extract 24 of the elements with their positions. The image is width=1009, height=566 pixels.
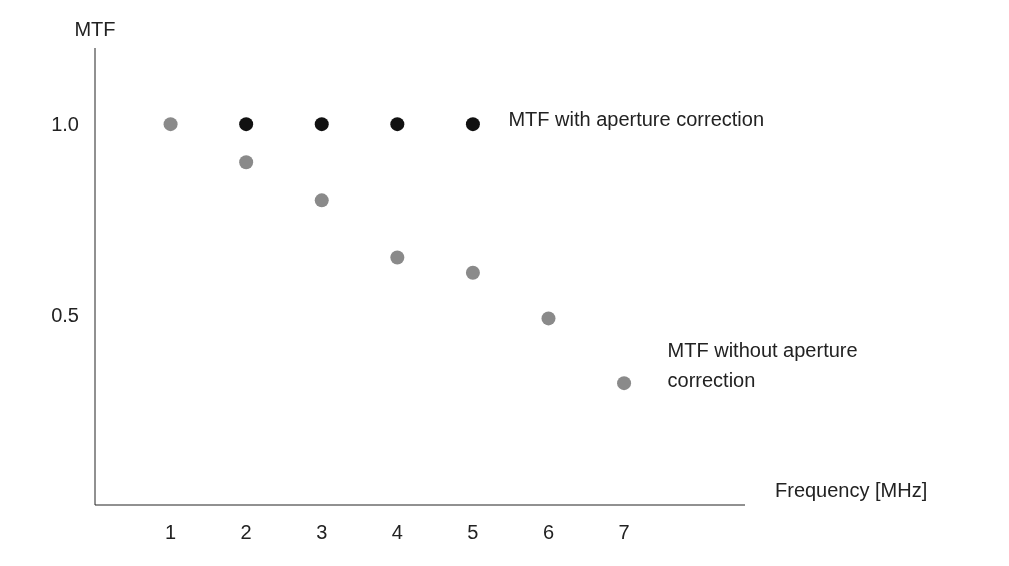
y-axis-title: MTF (74, 18, 116, 40)
x-tick-label: 2 (240, 521, 252, 544)
y-tick-label: 0.5 (51, 303, 79, 326)
point (541, 311, 556, 326)
point (390, 250, 405, 265)
series-label: MTF with aperture correction (508, 107, 765, 130)
point (163, 117, 178, 132)
x-tick-label: 4 (391, 521, 403, 544)
point (314, 193, 329, 208)
point (314, 117, 329, 132)
series-label: MTF without aperture correction (667, 338, 858, 391)
x-tick-label: 6 (542, 521, 555, 544)
x-tick-label: 5 (467, 521, 479, 544)
point (617, 376, 632, 391)
x-tick-label: 1 (165, 521, 177, 544)
point (465, 265, 480, 280)
point (465, 117, 480, 132)
y-tick-label: 1.0 (51, 113, 79, 136)
x-tick-label: 3 (316, 521, 328, 544)
x-tick-label: 7 (618, 521, 630, 544)
point (390, 117, 405, 132)
point (239, 155, 254, 170)
x-axis-title: Frequency [MHz] (775, 479, 928, 501)
point (239, 117, 254, 132)
